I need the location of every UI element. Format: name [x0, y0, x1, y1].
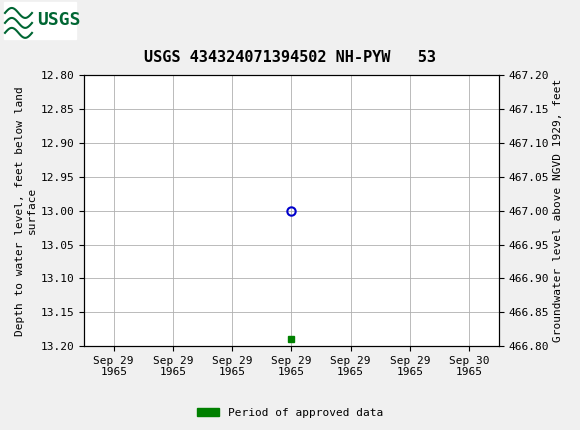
Bar [4, 2, 76, 39]
Legend: Period of approved data: Period of approved data [193, 403, 387, 422]
Y-axis label: Groundwater level above NGVD 1929, feet: Groundwater level above NGVD 1929, feet [553, 79, 563, 342]
Text: USGS 434324071394502 NH-PYW   53: USGS 434324071394502 NH-PYW 53 [144, 49, 436, 64]
Text: USGS: USGS [37, 11, 81, 29]
Y-axis label: Depth to water level, feet below land
surface: Depth to water level, feet below land su… [15, 86, 37, 335]
